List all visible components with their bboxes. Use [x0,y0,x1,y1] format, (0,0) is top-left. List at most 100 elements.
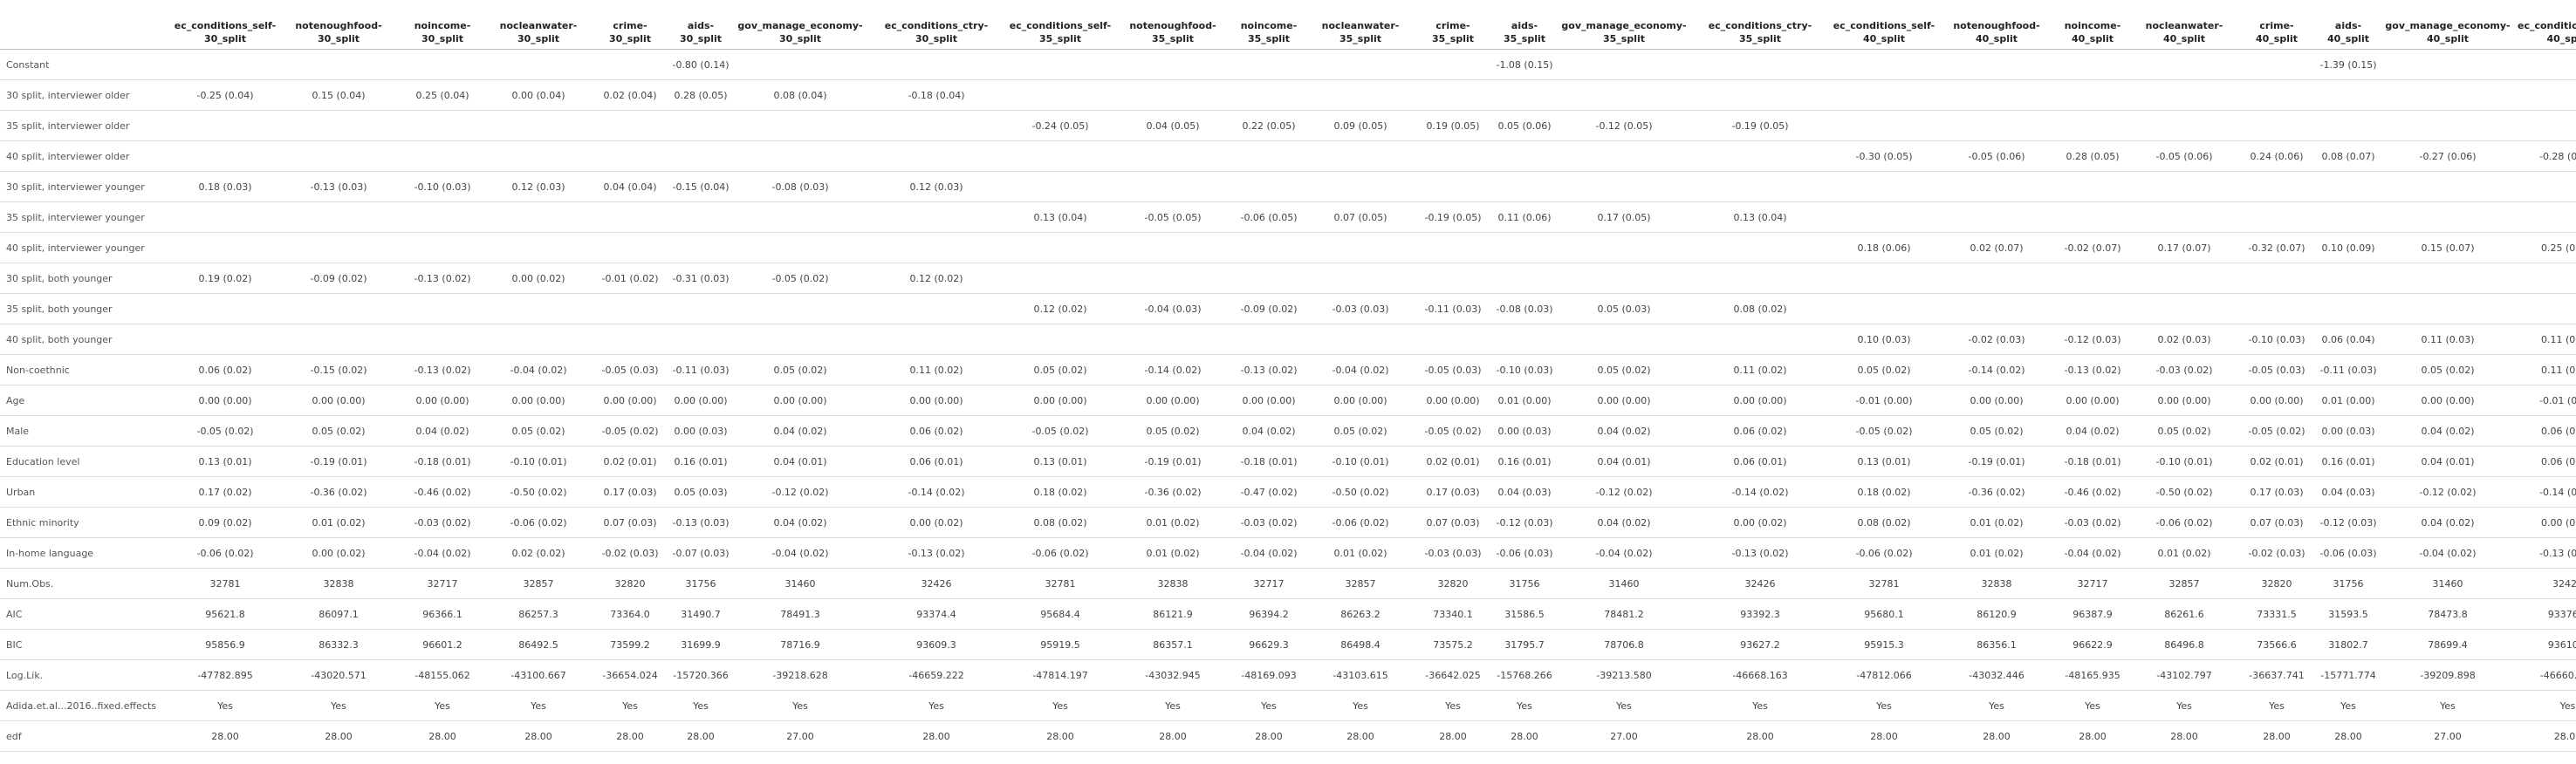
table-cell: Yes [732,690,868,721]
table-row: 40 split, interviewer younger 0.18 (0.06)… [0,232,2576,263]
table-cell [278,110,399,141]
table-cell [2516,201,2576,233]
table-cell: 0.13 (0.04) [1692,201,1828,233]
table-cell: 0.24 (0.06) [2237,140,2317,172]
table-cell: -48165.935 [2053,659,2132,691]
table-cell [1692,263,1828,294]
table-cell [591,232,669,263]
table-cell: Yes [1308,690,1413,721]
table-cell: 0.06 (0.01) [868,446,1004,477]
table-cell: -0.13 (0.02) [1692,537,1828,569]
table-cell: 0.00 (0.04) [486,79,591,111]
table-cell: -1.39 (0.15) [2317,49,2380,80]
table-cell [1413,49,1493,80]
table-cell: 0.04 (0.04) [591,171,669,202]
table-cell: -46668.163 [1692,659,1828,691]
table-cell: 86357.1 [1116,629,1230,660]
column-header-line: 30_split [421,33,464,44]
row-label: Num.Obs. [0,568,172,599]
table-row: 30 split, interviewer younger 0.18 (0.03)… [0,171,2576,202]
table-cell: 32820 [591,568,669,599]
table-cell: -0.11 (0.03) [1413,293,1493,324]
table-cell: 0.15 (0.07) [2380,232,2516,263]
table-cell [399,110,486,141]
table-cell [278,232,399,263]
table-cell: -0.13 (0.03) [278,171,399,202]
table-cell: 0.06 (0.02) [1692,415,1828,447]
table-cell: -0.04 (0.02) [1230,537,1308,569]
table-row: 35 split, both younger 0.12 (0.02) -0.04 (… [0,293,2576,324]
table-row: BIC 95856.9 86332.3 96601.2 86492.5 73599.2 31… [0,629,2576,660]
table-cell [2237,110,2317,141]
table-cell: 0.16 (0.01) [1493,446,1556,477]
table-cell: -48169.093 [1230,659,1308,691]
table-cell: -0.13 (0.02) [399,263,486,294]
row-label: Ethnic minority [0,507,172,538]
column-header-line: noincome- [2064,20,2121,31]
column-header-line: ec_conditions_self- [1833,20,1935,31]
table-cell [172,293,278,324]
table-cell: 73364.0 [591,598,669,630]
table-cell: -0.09 (0.02) [278,263,399,294]
table-cell [486,324,591,355]
table-cell: 31593.5 [2317,598,2380,630]
table-cell: Yes [1116,690,1230,721]
table-cell [732,201,868,233]
table-cell: 0.00 (0.02) [486,263,591,294]
table-cell: Yes [2516,690,2576,721]
table-cell [732,140,868,172]
table-cell: -0.03 (0.02) [2132,354,2237,385]
table-cell: 0.05 (0.02) [2380,354,2516,385]
table-cell: -43020.571 [278,659,399,691]
table-cell: 96622.9 [2053,629,2132,660]
column-header-line: 35_split [1602,33,1646,44]
table-cell: 73331.5 [2237,598,2317,630]
table-cell [1116,263,1230,294]
table-cell: -0.05 (0.02) [591,415,669,447]
table-cell [278,293,399,324]
column-header-line: 40_split [2071,33,2114,44]
table-cell: 0.06 (0.02) [2516,415,2576,447]
table-cell: 28.00 [278,720,399,752]
table-cell: 28.00 [1413,720,1493,752]
table-cell: 0.00 (0.02) [1692,507,1828,538]
row-label: Male [0,415,172,447]
table-cell: -0.05 (0.03) [2237,354,2317,385]
column-header: aids- 35_split [1493,0,1556,50]
table-cell: -0.11 (0.03) [2317,354,2380,385]
table-cell [1493,171,1556,202]
table-cell: 28.00 [591,720,669,752]
table-cell: 27.00 [2380,720,2516,752]
table-cell: -0.13 (0.03) [669,507,732,538]
table-cell: 28.00 [868,720,1004,752]
row-label: 30 split, interviewer younger [0,171,172,202]
column-header-line: aids- [687,20,715,31]
table-cell: 0.05 (0.02) [1004,354,1116,385]
column-header-line: ec_conditions_ctry- [1708,20,1812,31]
table-cell: 28.00 [1493,720,1556,752]
table-cell: -0.10 (0.01) [1308,446,1413,477]
table-cell: -46659.222 [868,659,1004,691]
table-cell [1828,110,1940,141]
table-cell: 96366.1 [399,598,486,630]
table-cell [1004,49,1116,80]
table-cell [1828,79,1940,111]
table-cell [486,140,591,172]
table-cell: -0.18 (0.01) [399,446,486,477]
table-cell: 31756 [669,568,732,599]
table-cell: Yes [1493,690,1556,721]
table-cell [2053,110,2132,141]
table-cell: -0.30 (0.05) [1828,140,1940,172]
table-cell [591,324,669,355]
column-header: crime- 30_split [591,0,669,50]
column-header-line: 40_split [1862,33,1906,44]
table-cell: 0.13 (0.01) [172,446,278,477]
table-cell: 0.00 (0.00) [2237,385,2317,416]
table-cell: 0.00 (0.03) [669,415,732,447]
column-header-line: nocleanwater- [2145,20,2223,31]
table-row: AIC 95621.8 86097.1 96366.1 86257.3 73364.0 31… [0,598,2576,630]
table-cell: -0.19 (0.01) [1116,446,1230,477]
table-cell [1940,293,2053,324]
table-cell [2380,171,2516,202]
table-cell: 86496.8 [2132,629,2237,660]
